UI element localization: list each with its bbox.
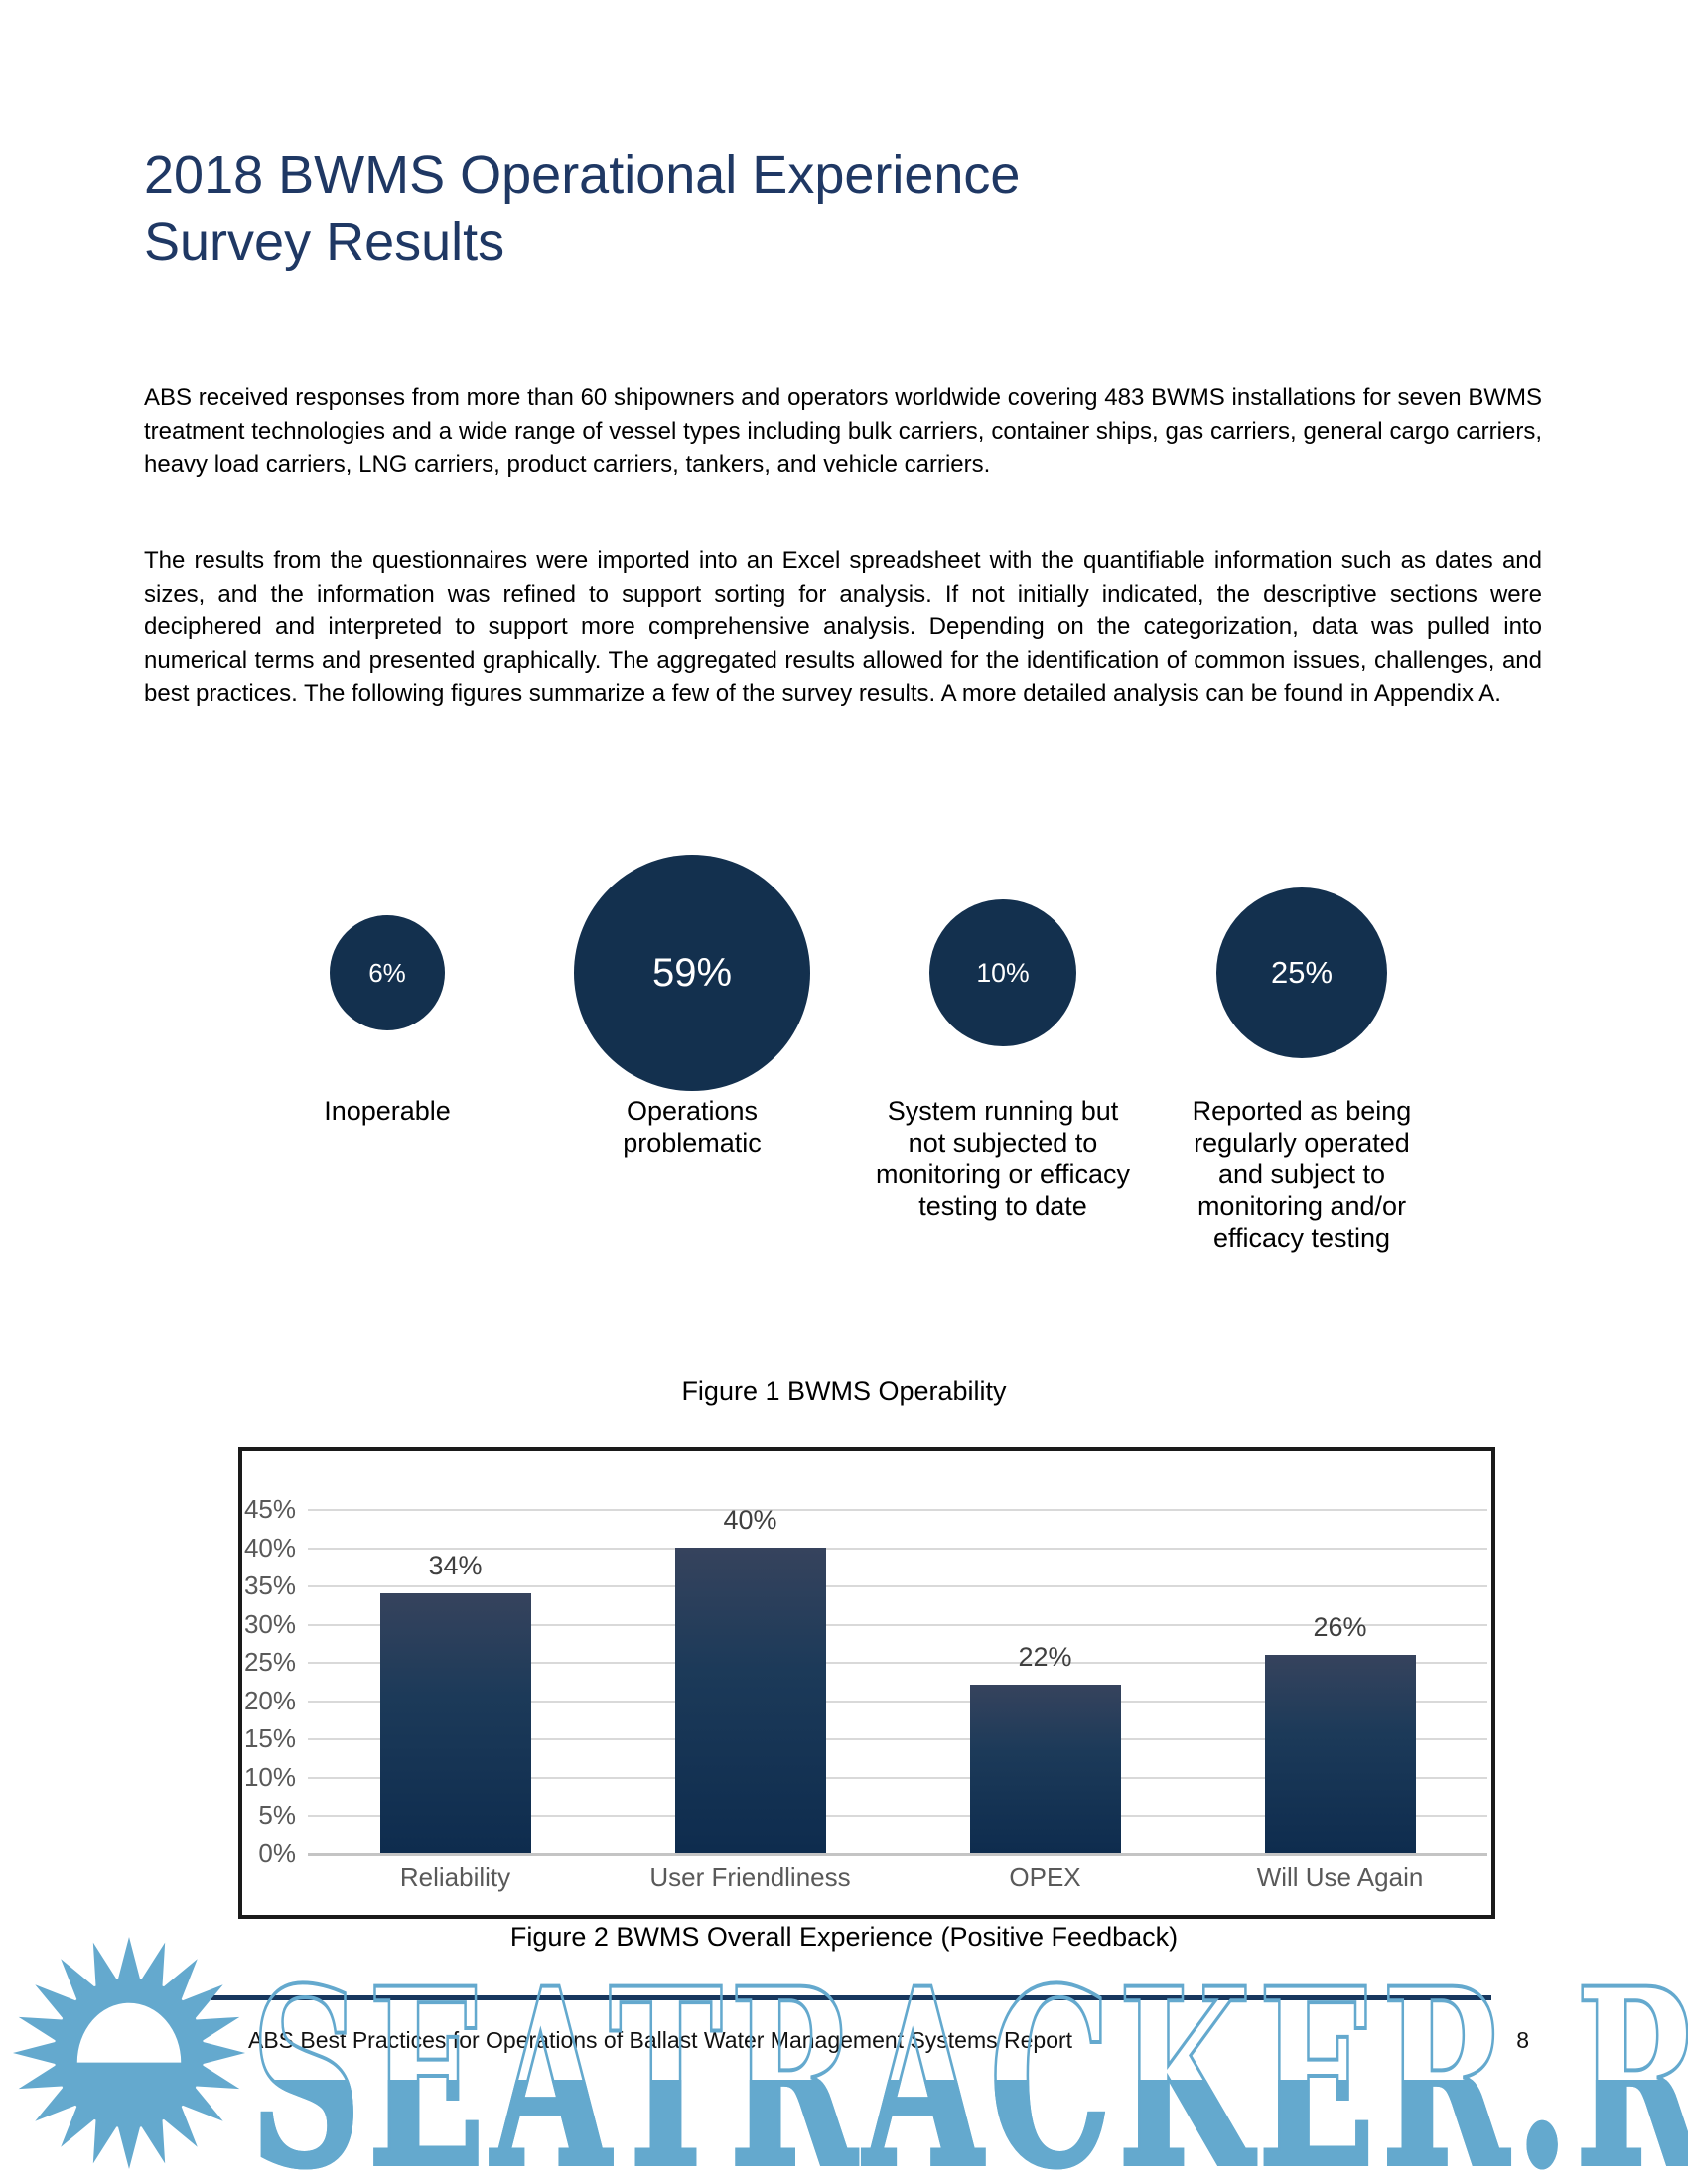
bar-opex xyxy=(969,1685,1121,1853)
bar-chart-overall-experience: 0% 5% 10% 15% 20% 25% 30% 35% 40% 45% 34% 40% 22% 26%… xyxy=(238,1447,1495,1919)
figure-2-caption: Figure 2 BWMS Overall Experience (Positi… xyxy=(509,1922,1179,1952)
y-tick-label: 5% xyxy=(258,1800,296,1831)
bar-value-label: 34% xyxy=(428,1550,483,1580)
y-tick-label: 20% xyxy=(243,1685,296,1715)
y-tick-label: 45% xyxy=(243,1494,296,1524)
bubble-label: Inoperable xyxy=(324,1096,451,1126)
footer-report-title: ABS Best Practices for Operations of Bal… xyxy=(248,2027,1072,2054)
y-tick-label: 10% xyxy=(243,1761,296,1792)
grid-line xyxy=(308,1815,1487,1818)
y-tick-label: 15% xyxy=(243,1723,296,1754)
paragraph-methodology: The results from the questionnaires were… xyxy=(144,547,1542,707)
bar-user-friendliness xyxy=(674,1547,826,1853)
bubble-value: 59% xyxy=(651,950,733,995)
bar-slot: 34% xyxy=(308,1451,603,1853)
bar-will-use-again xyxy=(1264,1654,1416,1853)
watermark-text: SEATRACKER.RU xyxy=(249,1956,1688,2184)
bubble-value: 25% xyxy=(1271,955,1333,990)
x-category-label: OPEX xyxy=(1009,1862,1081,1892)
grid-line xyxy=(308,1547,1487,1550)
page-title-line2: Survey Results xyxy=(144,212,505,272)
bubble-25-percent: 25% xyxy=(1216,887,1387,1058)
figure-1-caption: Figure 1 BWMS Operability xyxy=(681,1376,1007,1406)
grid-line xyxy=(308,1509,1487,1511)
page-title-line1: 2018 BWMS Operational Experience xyxy=(144,145,1021,205)
footer-page-number: 8 xyxy=(1470,2027,1529,2054)
y-tick-label: 30% xyxy=(243,1608,296,1639)
x-category-label: Will Use Again xyxy=(1256,1862,1424,1892)
grid-line xyxy=(308,1623,1487,1626)
bubble-chart-operability: 6% Inoperable 59% Operations problematic 10%… xyxy=(0,844,1688,1320)
y-tick-label: 0% xyxy=(258,1839,296,1868)
bar-slot: 26% xyxy=(1193,1451,1487,1853)
sun-icon xyxy=(12,1936,246,2170)
bubble-label: Reported as being regularly operated and… xyxy=(1192,1096,1412,1253)
bar-value-label: 40% xyxy=(723,1504,777,1535)
paragraph-survey-overview: ABS received responses from more than 60… xyxy=(144,384,1542,478)
bar-reliability xyxy=(379,1592,531,1853)
grid-line xyxy=(308,1662,1487,1665)
x-axis-labels: Reliability User Friendliness OPEX Will Use… xyxy=(308,1862,1487,1893)
x-category-label: Reliability xyxy=(399,1862,511,1892)
bar-value-label: 22% xyxy=(1018,1642,1072,1673)
grid-line xyxy=(308,1738,1487,1741)
y-tick-label: 25% xyxy=(243,1647,296,1678)
y-tick-label: 40% xyxy=(243,1532,296,1563)
x-category-label: User Friendliness xyxy=(649,1862,851,1892)
footer-divider xyxy=(211,1995,1491,2000)
y-tick-label: 35% xyxy=(243,1570,296,1601)
bubble-59-percent: 59% xyxy=(574,855,810,1091)
plot-area: 34% 40% 22% 26% xyxy=(308,1451,1487,1853)
bubble-10-percent: 10% xyxy=(929,899,1076,1046)
grid-line xyxy=(308,1585,1487,1588)
bar-slot: 22% xyxy=(898,1451,1193,1853)
bubble-label: Operations problematic xyxy=(623,1096,762,1158)
bar-value-label: 26% xyxy=(1313,1611,1367,1642)
grid-line xyxy=(308,1776,1487,1779)
bubble-6-percent: 6% xyxy=(330,915,445,1030)
bubble-label: System running but not subjected to moni… xyxy=(875,1096,1131,1221)
page-title: 2018 BWMS Operational Experience Survey … xyxy=(144,141,1020,276)
grid-line xyxy=(308,1700,1487,1703)
bubble-value: 10% xyxy=(976,957,1030,988)
bubble-value: 6% xyxy=(368,957,406,988)
bar-slot: 40% xyxy=(603,1451,898,1853)
grid-line xyxy=(308,1853,1487,1856)
